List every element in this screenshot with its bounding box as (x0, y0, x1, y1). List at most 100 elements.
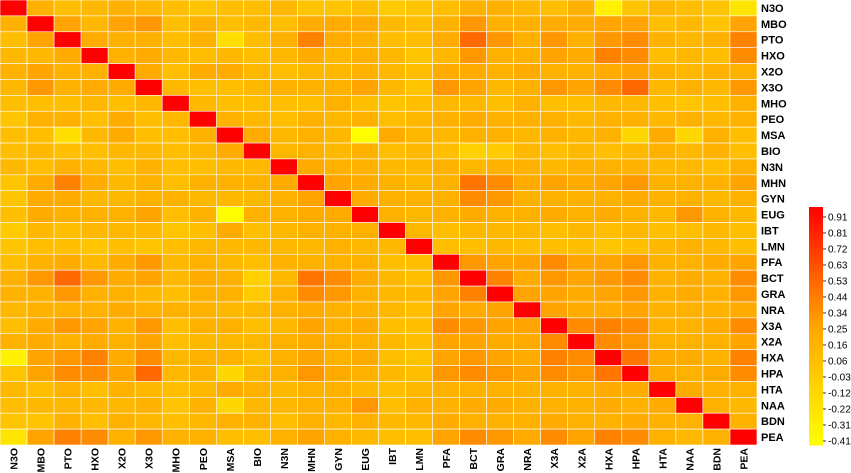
heatmap-cell-hta-nra (513, 381, 542, 398)
heatmap-cell-pto-nra (513, 31, 542, 48)
heatmap-cell-n3n-mhn (297, 158, 325, 176)
heatmap-cell-mhn-pea (729, 174, 758, 192)
heatmap-cell-ibt-x3a (540, 222, 569, 239)
heatmap-cell-x2a-msa (215, 333, 244, 350)
heatmap-cell-n3o-n3o (0, 0, 28, 17)
heatmap-cell-lmn-mbo (26, 238, 55, 255)
heatmap-cell-nra-pfa (432, 301, 460, 319)
heatmap-cell-eug-mho (161, 206, 190, 223)
heatmap-cell-x3a-pfa (432, 317, 460, 335)
heatmap-cell-mho-gra (486, 95, 514, 112)
heatmap-cell-gra-pea (729, 285, 758, 303)
heatmap-cell-x2o-peo (188, 63, 217, 80)
heatmap-cell-mhn-eug (351, 174, 379, 192)
heatmap-cell-x2a-bdn (702, 333, 731, 350)
heatmap-cell-eug-msa (215, 206, 244, 223)
heatmap-cell-hpa-hta (648, 365, 677, 382)
heatmap-cell-naa-hxa (594, 397, 623, 414)
heatmap-cell-eug-pfa (432, 206, 460, 223)
heatmap-cell-gyn-nra (513, 190, 542, 207)
colorbar-segment (809, 345, 823, 351)
heatmap-cell-bio-msa (215, 142, 244, 160)
heatmap-cell-mhn-hxo (80, 174, 109, 192)
heatmap-cell-gyn-bct (459, 190, 487, 207)
colorbar-segment (809, 222, 823, 228)
heatmap-cell-naa-gra (486, 397, 514, 414)
heatmap-cell-peo-naa (675, 110, 704, 128)
heatmap-cell-x3o-x3a (540, 79, 569, 96)
heatmap-cell-ibt-gyn (324, 222, 352, 239)
row-label-mbo: MBO (761, 19, 787, 31)
heatmap-cell-bio-gra (486, 142, 514, 160)
heatmap-cell-pto-lmn (405, 31, 433, 48)
heatmap-cell-pto-msa (215, 31, 244, 48)
heatmap-cell-gra-mho (161, 285, 190, 303)
heatmap-cell-pfa-hxo (80, 253, 109, 271)
heatmap-cell-n3n-msa (215, 158, 244, 176)
heatmap-cell-pea-pea (729, 428, 758, 446)
heatmap-cell-bdn-peo (188, 412, 217, 430)
heatmap-cell-n3o-msa (215, 0, 244, 17)
heatmap-cell-nra-ibt (378, 301, 406, 319)
colorbar: 0.91 0.81 0.72 0.63 0.53 0.44 0.34 0.25 0.16 0.06… (809, 207, 851, 448)
heatmap-cell-nra-x2a (567, 301, 596, 319)
heatmap-cell-pto-n3o (0, 31, 28, 48)
colorbar-segment (809, 405, 823, 410)
heatmap-cell-bio-x3o (134, 142, 163, 160)
heatmap-cell-bct-hta (648, 269, 677, 287)
heatmap-cell-hxo-pto (53, 47, 82, 64)
row-label-x3a: X3A (761, 321, 782, 333)
heatmap-cell-n3o-hpa (621, 0, 650, 17)
heatmap-cell-x2a-naa (675, 333, 704, 350)
colorbar-segment (809, 437, 823, 442)
heatmap-cell-x2a-x2o (107, 333, 136, 350)
heatmap-cell-n3n-peo (188, 158, 217, 176)
heatmap-cell-mhn-ibt (378, 174, 406, 192)
column-label-bio: BIO (252, 448, 264, 467)
heatmap-cell-ibt-bdn (702, 222, 731, 239)
heatmap-cell-bdn-mho (161, 412, 190, 430)
row-label-naa: NAA (761, 400, 785, 412)
heatmap-cell-nra-hta (648, 301, 677, 319)
heatmap-cell-hta-pto (53, 381, 82, 398)
heatmap-cell-lmn-n3o (0, 238, 28, 255)
heatmap-cell-bct-msa (215, 269, 244, 287)
heatmap-cell-msa-pto (53, 126, 82, 144)
heatmap-cell-x2o-eug (351, 63, 379, 80)
heatmap-cell-n3o-bdn (702, 0, 731, 17)
heatmap-cell-gra-hpa (621, 285, 650, 303)
heatmap-cell-lmn-x3o (134, 238, 163, 255)
heatmap-cell-nra-mhn (297, 301, 325, 319)
heatmap-cell-gra-bct (459, 285, 487, 303)
heatmap-cell-mbo-mhn (297, 15, 325, 33)
heatmap-cell-peo-pea (729, 110, 758, 128)
column-label-x2a: X2A (576, 448, 588, 469)
heatmap-cell-gra-eug (351, 285, 379, 303)
heatmap-cell-n3o-eug (351, 0, 379, 17)
column-label-mbo: MBO (36, 448, 48, 473)
heatmap-cell-mhn-pfa (432, 174, 460, 192)
colorbar-segment (809, 389, 823, 394)
colorbar-tick-label: 0.91 (828, 213, 848, 224)
heatmap-cell-bdn-bct (459, 412, 487, 430)
heatmap-cell-eug-gyn (324, 206, 352, 223)
heatmap-cell-hxa-bio (243, 349, 271, 366)
heatmap-cell-bdn-hta (648, 412, 677, 430)
heatmap-cell-n3o-lmn (405, 0, 433, 17)
heatmap-cell-x2a-eug (351, 333, 379, 350)
colorbar-segment (809, 258, 823, 264)
heatmap-cell-nra-lmn (405, 301, 433, 319)
heatmap-cell-gra-naa (675, 285, 704, 303)
heatmap-cell-x2o-ibt (378, 63, 406, 80)
heatmap-cell-pea-bct (459, 428, 487, 446)
heatmap-cell-ibt-n3n (270, 222, 298, 239)
heatmap-cell-hxa-x2o (107, 349, 136, 366)
heatmap-cell-ibt-lmn (405, 222, 433, 239)
heatmap-cell-hxa-pto (53, 349, 82, 366)
heatmap-cell-naa-mhn (297, 397, 325, 414)
heatmap-cell-bct-x3o (134, 269, 163, 287)
heatmap-cell-x2a-lmn (405, 333, 433, 350)
heatmap-cell-mbo-lmn (405, 15, 433, 33)
heatmap-cell-gyn-naa (675, 190, 704, 207)
